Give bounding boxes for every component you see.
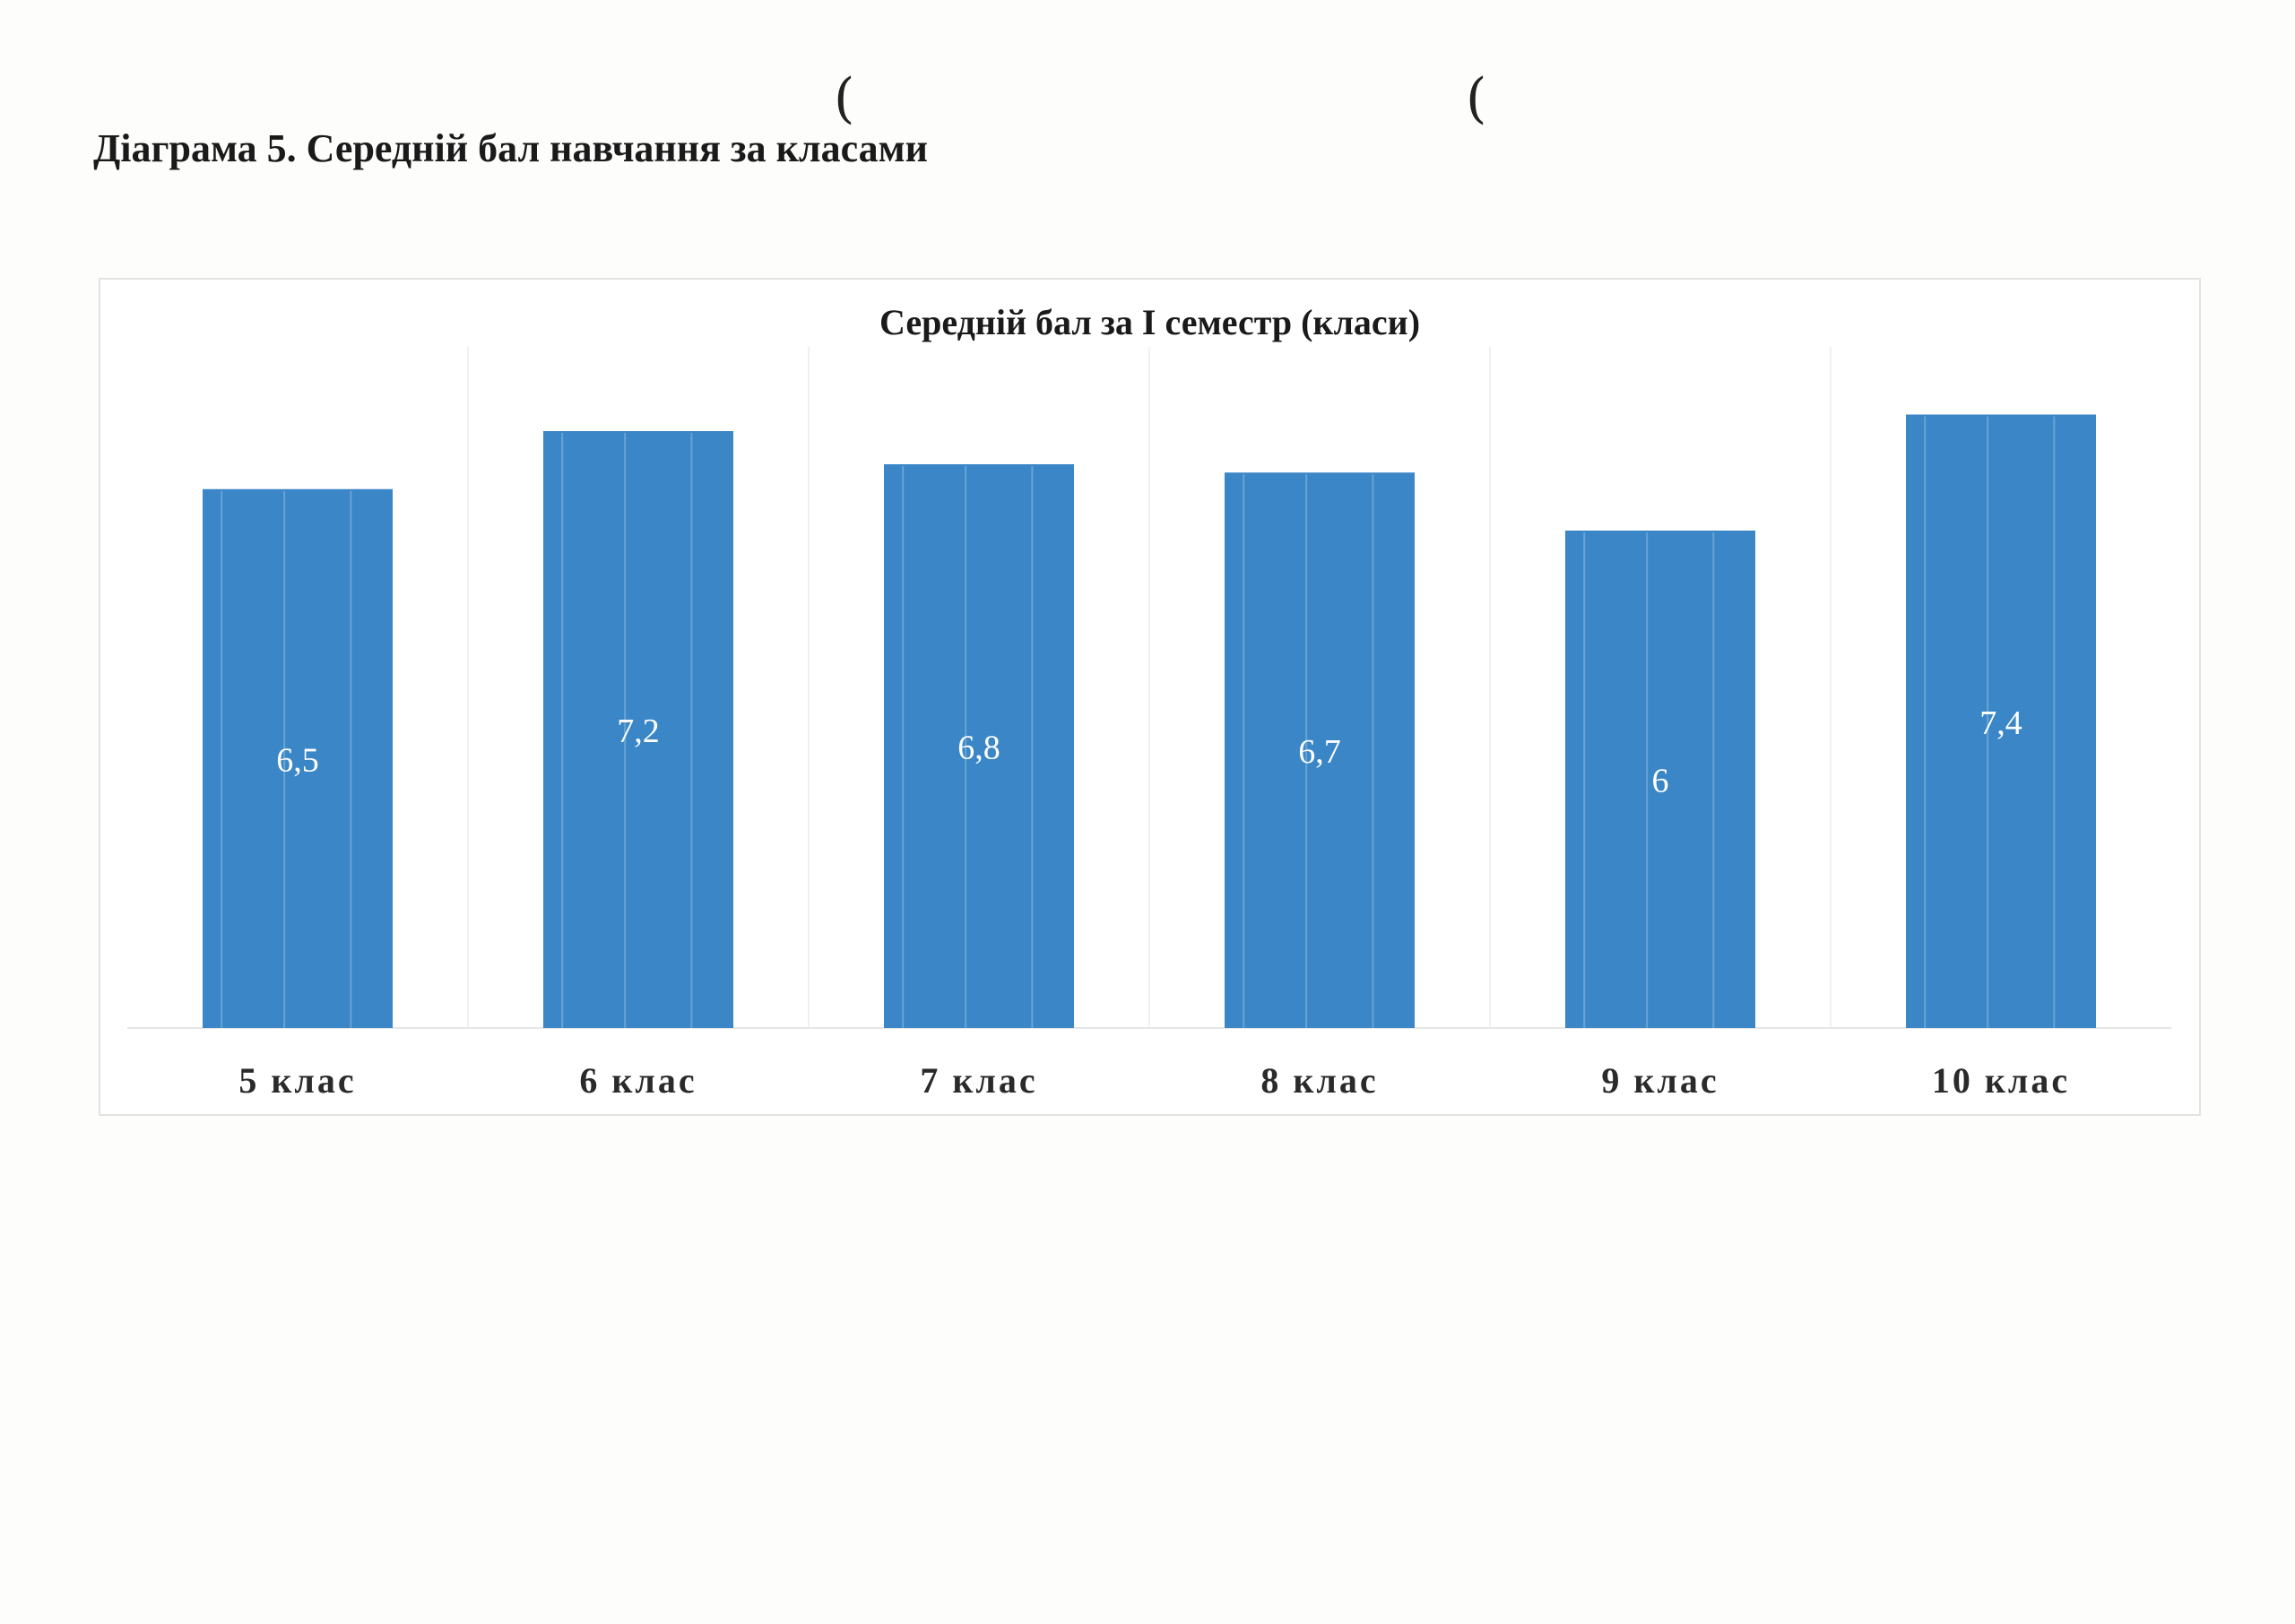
data-label-1: 6,5 — [276, 741, 319, 779]
data-label-6: 7,4 — [1979, 704, 2022, 742]
data-label-2: 7,2 — [617, 713, 660, 750]
bar-2 — [543, 431, 733, 1028]
data-label-5: 6 — [1652, 763, 1669, 800]
category-label-6: 10 клас — [1932, 1060, 2070, 1101]
category-label-3: 7 клас — [920, 1060, 1037, 1101]
category-label-4: 8 клас — [1260, 1060, 1378, 1101]
category-label-1: 5 клас — [238, 1060, 356, 1101]
bar-4 — [1225, 472, 1415, 1028]
data-label-3: 6,8 — [957, 730, 1000, 767]
bar-chart: 6,5 5 клас 7,2 6 клас 6,8 7 клас 6,7 8 клас 6 9 к… — [127, 347, 2171, 1101]
bar-1 — [203, 488, 393, 1028]
chart-frame: Середній бал за І семестр (класи) 6,5 5 к… — [99, 278, 2201, 1116]
bar-3 — [884, 464, 1074, 1028]
bar-5 — [1565, 531, 1755, 1028]
data-label-4: 6,7 — [1298, 733, 1341, 771]
chart-title: Середній бал за І семестр (класи) — [879, 302, 1421, 342]
binding-mark-right: ( — [1466, 67, 1487, 130]
category-label-2: 6 клас — [579, 1060, 697, 1101]
binding-mark-left: ( — [834, 67, 855, 130]
bar-6 — [1906, 414, 2096, 1028]
category-label-5: 9 клас — [1601, 1060, 1719, 1101]
figure-caption: Діаграма 5. Середній бал навчання за кла… — [93, 126, 929, 170]
